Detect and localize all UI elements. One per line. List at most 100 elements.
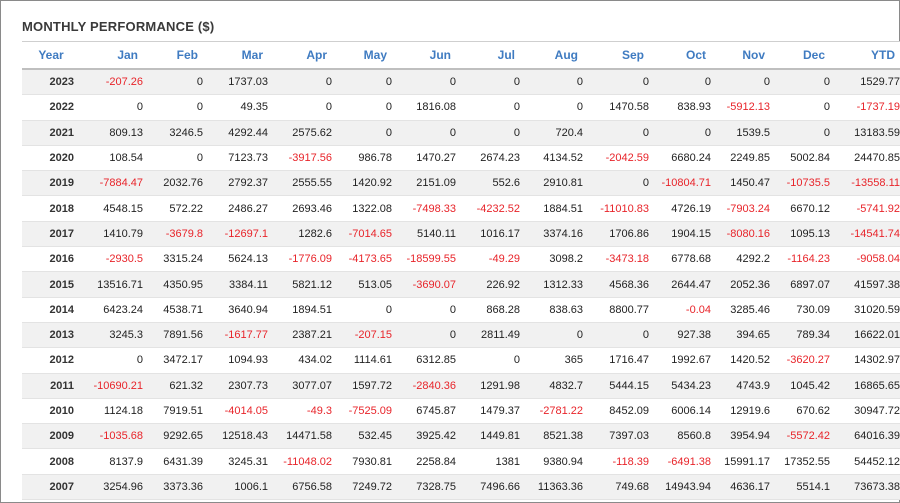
month-value-cell: 0 xyxy=(523,322,586,349)
month-value-cell: 7249.72 xyxy=(335,474,395,501)
month-value-cell: 2555.55 xyxy=(271,170,335,197)
header-row: Year Jan Feb Mar Apr May Jun Jul Aug Sep Oct Nov Dec… xyxy=(22,41,900,70)
month-value-cell: 1124.18 xyxy=(80,398,146,425)
month-value-cell: 0 xyxy=(395,120,459,146)
ytd-cell: 24470.85 xyxy=(833,145,900,172)
monthly-performance-table: Year Jan Feb Mar Apr May Jun Jul Aug Sep Oct Nov Dec… xyxy=(22,41,900,501)
month-value-cell: 1894.51 xyxy=(271,297,335,323)
month-value-cell: 108.54 xyxy=(80,145,146,172)
month-value-cell: 2486.27 xyxy=(206,195,271,222)
month-value-cell: 5002.84 xyxy=(773,145,833,172)
month-value-cell: 0 xyxy=(146,69,206,96)
month-value-cell: 0 xyxy=(459,120,523,146)
month-value-cell: 0 xyxy=(146,145,206,172)
column-header-jan: Jan xyxy=(80,41,146,70)
month-value-cell: -10690.21 xyxy=(80,373,146,399)
month-value-cell: -6491.38 xyxy=(652,448,714,475)
month-value-cell: -3690.07 xyxy=(395,271,459,298)
month-value-cell: 1312.33 xyxy=(523,271,586,298)
ytd-cell: 30947.72 xyxy=(833,398,900,425)
month-value-cell: -7903.24 xyxy=(714,195,773,222)
column-header-mar: Mar xyxy=(206,41,271,70)
month-value-cell: 5434.23 xyxy=(652,373,714,399)
month-value-cell: 0 xyxy=(773,94,833,121)
month-value-cell: 4292.2 xyxy=(714,246,773,273)
month-value-cell: 0 xyxy=(652,69,714,96)
month-value-cell: 2258.84 xyxy=(395,448,459,475)
month-value-cell: 1114.61 xyxy=(335,347,395,374)
month-value-cell: 3374.16 xyxy=(523,221,586,248)
month-value-cell: -12697.1 xyxy=(206,221,271,248)
column-header-dec: Dec xyxy=(773,41,833,70)
month-value-cell: 838.93 xyxy=(652,94,714,121)
month-value-cell: 5444.15 xyxy=(586,373,652,399)
month-value-cell: 4636.17 xyxy=(714,474,773,501)
month-value-cell: 749.68 xyxy=(586,474,652,501)
month-value-cell: 8800.77 xyxy=(586,297,652,323)
month-value-cell: 1322.08 xyxy=(335,195,395,222)
table-row: 2023 -207.26 0 1737.03 0 0 0 0 0 0 0 0 0 1529.77 xyxy=(22,69,900,96)
month-value-cell: 8452.09 xyxy=(586,398,652,425)
table-row: 2017 1410.79 -3679.8 -12697.1 1282.6 -7014.65… xyxy=(22,221,900,248)
month-value-cell: 1904.15 xyxy=(652,221,714,248)
column-header-jul: Jul xyxy=(459,41,523,70)
table-row: 2018 4548.15 572.22 2486.27 2693.46 1322.08 -7… xyxy=(22,195,900,222)
month-value-cell: -4014.05 xyxy=(206,398,271,425)
month-value-cell: 8560.8 xyxy=(652,423,714,450)
month-value-cell: 670.62 xyxy=(773,398,833,425)
month-value-cell: -7498.33 xyxy=(395,195,459,222)
month-value-cell: 0 xyxy=(271,69,335,96)
month-value-cell: 5821.12 xyxy=(271,271,335,298)
month-value-cell: -10804.71 xyxy=(652,170,714,197)
month-value-cell: 1706.86 xyxy=(586,221,652,248)
month-value-cell: -207.26 xyxy=(80,69,146,96)
month-value-cell: 0 xyxy=(714,69,773,96)
month-value-cell: 3472.17 xyxy=(146,347,206,374)
month-value-cell: 365 xyxy=(523,347,586,374)
month-value-cell: 2811.49 xyxy=(459,322,523,349)
month-value-cell: 1470.27 xyxy=(395,145,459,172)
month-value-cell: 838.63 xyxy=(523,297,586,323)
year-cell: 2020 xyxy=(22,145,80,172)
year-cell: 2008 xyxy=(22,448,80,475)
month-value-cell: -11010.83 xyxy=(586,195,652,222)
month-value-cell: -1164.23 xyxy=(773,246,833,273)
column-header-year: Year xyxy=(22,41,80,70)
month-value-cell: 49.35 xyxy=(206,94,271,121)
year-cell: 2013 xyxy=(22,322,80,349)
month-value-cell: 0 xyxy=(80,347,146,374)
month-value-cell: 8521.38 xyxy=(523,423,586,450)
ytd-cell: -9058.04 xyxy=(833,246,900,273)
month-value-cell: 6680.24 xyxy=(652,145,714,172)
ytd-cell: 16865.65 xyxy=(833,373,900,399)
month-value-cell: 7328.75 xyxy=(395,474,459,501)
month-value-cell: 7919.51 xyxy=(146,398,206,425)
month-value-cell: 3098.2 xyxy=(523,246,586,273)
month-value-cell: 15991.17 xyxy=(714,448,773,475)
month-value-cell: 927.38 xyxy=(652,322,714,349)
month-value-cell: 7397.03 xyxy=(586,423,652,450)
month-value-cell: 1016.17 xyxy=(459,221,523,248)
month-value-cell: 6670.12 xyxy=(773,195,833,222)
year-cell: 2017 xyxy=(22,221,80,248)
month-value-cell: 12518.43 xyxy=(206,423,271,450)
month-value-cell: 1282.6 xyxy=(271,221,335,248)
month-value-cell: -1617.77 xyxy=(206,322,271,349)
month-value-cell: 0 xyxy=(395,297,459,323)
month-value-cell: 1992.67 xyxy=(652,347,714,374)
month-value-cell: 4350.95 xyxy=(146,271,206,298)
ytd-cell: 31020.59 xyxy=(833,297,900,323)
month-value-cell: 1597.72 xyxy=(335,373,395,399)
month-value-cell: 3315.24 xyxy=(146,246,206,273)
ytd-cell: -13558.11 xyxy=(833,170,900,197)
month-value-cell: 868.28 xyxy=(459,297,523,323)
ytd-cell: 73673.38 xyxy=(833,474,900,501)
month-value-cell: 4568.36 xyxy=(586,271,652,298)
month-value-cell: -1776.09 xyxy=(271,246,335,273)
month-value-cell: 9292.65 xyxy=(146,423,206,450)
table-row: 2015 13516.71 4350.95 3384.11 5821.12 513.05-… xyxy=(22,271,900,298)
column-header-ytd: YTD xyxy=(833,41,900,70)
month-value-cell: 2151.09 xyxy=(395,170,459,197)
month-value-cell: 0 xyxy=(586,170,652,197)
